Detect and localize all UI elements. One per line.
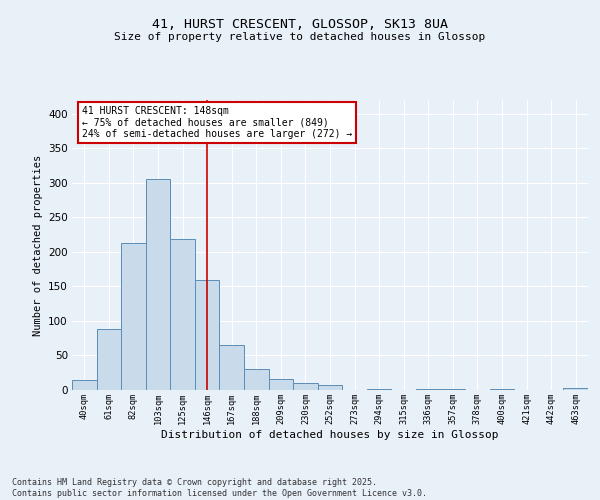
- Bar: [195, 280, 220, 390]
- Bar: [318, 385, 342, 390]
- Bar: [72, 380, 97, 390]
- Bar: [563, 388, 588, 390]
- Bar: [97, 329, 121, 390]
- Bar: [220, 345, 244, 390]
- Bar: [121, 243, 146, 390]
- Bar: [416, 388, 440, 390]
- Text: 41 HURST CRESCENT: 148sqm
← 75% of detached houses are smaller (849)
24% of semi: 41 HURST CRESCENT: 148sqm ← 75% of detac…: [82, 106, 353, 139]
- Text: Size of property relative to detached houses in Glossop: Size of property relative to detached ho…: [115, 32, 485, 42]
- Bar: [244, 370, 269, 390]
- Bar: [269, 379, 293, 390]
- X-axis label: Distribution of detached houses by size in Glossop: Distribution of detached houses by size …: [161, 430, 499, 440]
- Bar: [146, 180, 170, 390]
- Text: Contains HM Land Registry data © Crown copyright and database right 2025.
Contai: Contains HM Land Registry data © Crown c…: [12, 478, 427, 498]
- Bar: [170, 240, 195, 390]
- Bar: [293, 383, 318, 390]
- Text: 41, HURST CRESCENT, GLOSSOP, SK13 8UA: 41, HURST CRESCENT, GLOSSOP, SK13 8UA: [152, 18, 448, 30]
- Y-axis label: Number of detached properties: Number of detached properties: [32, 154, 43, 336]
